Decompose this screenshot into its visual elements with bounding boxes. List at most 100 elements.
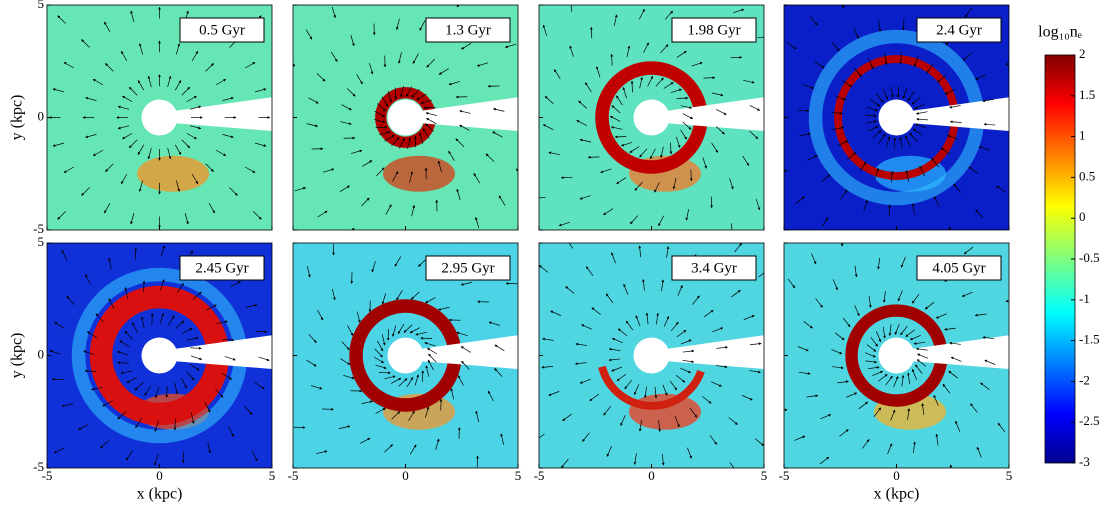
velocity-arrow [88, 0, 94, 3]
x-tick-label: 5 [515, 468, 522, 483]
velocity-arrow [215, 388, 224, 398]
velocity-arrow [786, 42, 797, 50]
velocity-arrow [140, 316, 145, 329]
velocity-arrow [629, 146, 640, 153]
velocity-arrow [167, 147, 172, 160]
velocity-arrow [293, 63, 296, 67]
panel-label-box [179, 255, 265, 281]
velocity-arrow [846, 152, 856, 161]
velocity-arrow [634, 181, 643, 191]
velocity-arrow [208, 203, 215, 214]
velocity-arrow [411, 89, 420, 98]
panel-label-box [425, 17, 511, 43]
velocity-arrow [456, 5, 460, 8]
velocity-arrow [882, 326, 886, 339]
velocity-arrow [362, 160, 373, 167]
central-hole [141, 337, 178, 374]
velocity-arrow [408, 410, 415, 421]
velocity-arrow [887, 443, 893, 455]
velocity-arrow [160, 245, 166, 257]
velocity-arrow [835, 332, 845, 341]
y-tick-label: -5 [33, 459, 44, 474]
velocity-arrow [275, 91, 285, 96]
velocity-arrow [154, 386, 160, 399]
velocity-arrow [66, 296, 75, 305]
velocity-arrow [731, 290, 741, 298]
jet-wedge [159, 335, 272, 369]
velocity-arrow [124, 287, 129, 299]
velocity-arrow [142, 280, 146, 293]
velocity-arrow [22, 313, 31, 319]
velocity-arrow [473, 173, 480, 184]
velocity-arrow [181, 377, 187, 389]
velocity-arrow [190, 346, 202, 350]
velocity-arrow [361, 197, 370, 207]
velocity-arrow [184, 213, 189, 225]
velocity-arrow [806, 394, 819, 398]
velocity-arrow [341, 341, 350, 351]
velocity-arrow [680, 105, 693, 109]
velocity-arrow [975, 209, 984, 219]
velocity-arrow [527, 376, 535, 384]
velocity-arrow [542, 337, 554, 341]
panel [539, 5, 764, 230]
velocity-arrow [384, 444, 393, 453]
velocity-arrow [670, 88, 683, 93]
velocity-arrow [147, 75, 152, 88]
velocity-arrow [837, 380, 849, 384]
velocity-arrow [853, 67, 862, 77]
velocity-arrow [391, 137, 400, 146]
velocity-arrow [658, 215, 665, 227]
panel-label: 2.4 Gyr [936, 22, 982, 38]
velocity-arrow [95, 313, 104, 323]
velocity-arrow [606, 445, 612, 457]
velocity-arrow [137, 80, 145, 91]
velocity-arrow [944, 88, 956, 95]
velocity-arrow [398, 52, 402, 64]
velocity-arrow [395, 18, 400, 31]
velocity-arrow [963, 246, 974, 255]
velocity-arrow [919, 165, 926, 177]
velocity-arrow [504, 43, 517, 49]
velocity-arrow [944, 327, 956, 331]
velocity-arrow [907, 372, 911, 385]
velocity-arrow [251, 450, 258, 462]
velocity-arrow [492, 131, 503, 138]
velocity-arrow [406, 376, 414, 388]
velocity-arrow [875, 93, 884, 103]
velocity-arrow [134, 382, 144, 391]
velocity-arrow [585, 82, 592, 93]
velocity-arrow [38, 279, 46, 287]
velocity-arrow [461, 360, 470, 370]
velocity-arrow [539, 265, 549, 273]
colorbar-tick-label: -2 [1079, 372, 1090, 387]
velocity-arrow [86, 331, 97, 338]
velocity-arrow [548, 151, 560, 156]
velocity-arrow [562, 413, 572, 421]
velocity-arrow [662, 384, 668, 396]
velocity-arrow [832, 366, 844, 370]
velocity-arrow [901, 374, 905, 387]
velocity-arrow [579, 138, 592, 143]
velocity-arrow [85, 134, 97, 139]
velocity-arrow [916, 359, 927, 367]
velocity-arrow [658, 420, 661, 433]
velocity-arrow [108, 298, 115, 309]
velocity-arrow [308, 97, 319, 104]
velocity-arrow [92, 149, 104, 157]
velocity-arrow [379, 131, 391, 136]
velocity-arrow [630, 80, 634, 93]
velocity-arrow [878, 133, 886, 144]
map-blob [383, 155, 455, 192]
velocity-arrow [415, 331, 427, 336]
velocity-arrow [814, 61, 825, 69]
velocity-arrow [229, 187, 238, 196]
velocity-arrow [54, 322, 65, 329]
velocity-arrow [874, 168, 880, 180]
velocity-arrow [674, 416, 680, 428]
velocity-arrow [457, 375, 464, 386]
velocity-arrow [893, 137, 897, 149]
velocity-arrow [396, 290, 403, 301]
velocity-arrow [1011, 158, 1022, 162]
velocity-arrow [476, 62, 489, 67]
